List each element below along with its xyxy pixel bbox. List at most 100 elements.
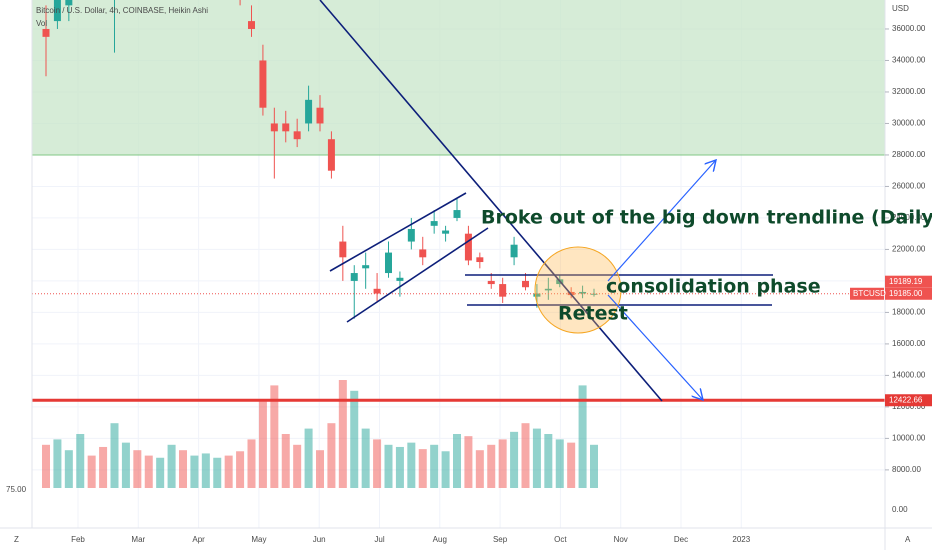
volume-bar [475,450,484,488]
volume-bar [110,423,119,488]
price-tag [885,275,932,288]
annotation: Retest [558,303,628,325]
y-tick-label: 14000.00 [892,371,926,380]
trendline [319,0,663,402]
y-tick-label: 10000.00 [892,434,926,443]
volume-bar [156,457,165,488]
volume-bar [430,444,439,488]
x-tick-label: Jul [374,535,384,544]
candle-body [282,123,290,132]
candle-body [53,0,61,22]
volume-bar [441,451,450,488]
candle-body [327,139,335,171]
candle-body [430,221,438,226]
candle-body [487,280,495,285]
price-tag [885,287,932,300]
y-tick-label: 16000.00 [892,339,926,348]
volume-bar [121,442,130,488]
candle-body [373,288,381,294]
volume-bar [247,439,256,488]
candle-body [293,131,301,140]
volume-bar [373,439,382,488]
symbol-label: BTCUSD [853,289,886,298]
volume-bar [258,401,267,488]
volume-bar [567,442,576,488]
volume-bar [304,428,313,488]
x-tick-label: Sep [493,535,508,544]
volume-bar [167,444,176,488]
y-tick-label: 30000.00 [892,119,926,128]
volume-axis-label: 0.00 [892,505,908,514]
candle-body [316,107,324,124]
candle-body [350,273,358,281]
volume-bar [578,385,587,488]
volume-bar [327,423,336,488]
y-tick-label: 32000.00 [892,87,926,96]
candle-body [533,293,541,297]
zone [32,0,885,156]
y-tick-label: 18000.00 [892,308,926,317]
volume-bar [190,455,199,488]
candle-body [339,241,347,258]
x-tick-label: Apr [192,535,205,544]
volume-bar [179,450,187,488]
volume-bar [42,444,50,488]
price-tag-label: 12422.66 [889,395,923,404]
candle-body [248,21,255,29]
volume-bar [99,446,108,488]
x-tick-label: Mar [131,535,145,544]
volume-bar [87,455,96,488]
candle-body [407,228,415,242]
volume-bar [453,434,461,488]
x-tick-label: 2023 [732,535,750,544]
left-label: 75.00 [6,485,27,494]
volume-bar [544,434,553,488]
candle-body [476,257,484,263]
volume-bar [395,446,404,488]
volume-bar [532,428,541,488]
candle-body [442,230,450,234]
volume-bar [213,457,222,488]
volume-bar [418,449,427,488]
y-tick-label: 34000.00 [892,56,926,65]
volume-bar [270,385,279,488]
candle-body [522,280,529,288]
volume-bar [464,436,473,488]
candle-body [510,244,518,258]
y-tick-label: 36000.00 [892,24,926,33]
candle-body [65,0,73,6]
x-tick-label: Feb [71,535,85,544]
volume-bar [201,453,210,488]
volume-bar [53,439,62,488]
y-tick-label: 22000.00 [892,245,926,254]
volume-bar [281,434,290,488]
volume-label: Vol [36,19,47,28]
volume-bar [338,380,347,488]
y-tick-label: 8000.00 [892,465,921,474]
volume-bar [487,444,496,488]
currency: USD [892,4,909,13]
volume-bar [293,444,302,488]
candle-body [385,252,392,274]
price-tag-label: 19189.19 [889,277,923,286]
candle-body [419,249,427,258]
y-tick-label: 24000.00 [892,213,926,222]
volume-bar [555,439,564,488]
volume-bar [498,439,507,488]
volume [42,380,598,488]
channel-line [329,192,467,272]
candle-body [42,28,50,37]
candle-body [544,288,552,291]
candle-body [396,277,404,281]
price-tag-label: 19185.00 [889,289,923,298]
volume-bar [236,451,245,488]
candle-body [362,265,370,269]
volume-bar [133,450,142,488]
annotation: consolidation phase [606,276,821,298]
volume-bar [590,444,598,488]
candle-body [499,284,507,297]
retest-circle [534,246,622,334]
corner-label: A [905,535,911,544]
